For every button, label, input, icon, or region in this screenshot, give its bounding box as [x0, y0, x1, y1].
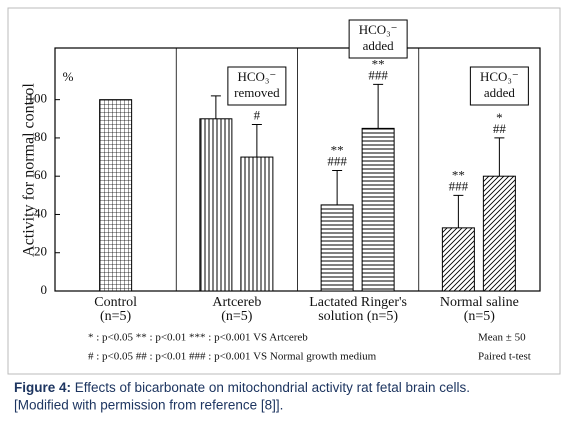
y-tick-label: 80 [34, 129, 47, 144]
annotation-text: HCO₃⁻ [359, 22, 398, 37]
x-tick-label: Control [94, 295, 137, 310]
error-bar [251, 124, 262, 158]
x-tick-label: Lactated Ringer's [309, 295, 407, 310]
error-bar [332, 169, 343, 205]
y-tick-label: 60 [34, 167, 47, 182]
error-bar [453, 194, 464, 228]
bar [99, 99, 133, 292]
significance-label: ### [327, 153, 347, 168]
significance-label: ** [331, 142, 344, 157]
annotation-text: added [363, 38, 395, 53]
footnote: Mean ± 50 [478, 332, 526, 344]
caption-text: Effects of bicarbonate on mitochondrial … [75, 380, 470, 395]
annotation-box [348, 19, 408, 59]
annotation-box [227, 66, 287, 106]
y-tick-label: 20 [34, 244, 47, 259]
bar [441, 227, 475, 292]
y-tick-label: 100 [28, 91, 48, 106]
significance-label: ** [452, 167, 465, 182]
y-axis-label: Activity for normal control [21, 83, 38, 257]
bar [320, 204, 354, 292]
footnote: Paired t-test [478, 351, 531, 363]
bar [482, 175, 516, 292]
x-tick-label: (n=5) [464, 309, 496, 324]
error-bar [373, 83, 384, 129]
y-tick-label: 40 [34, 205, 47, 220]
bar [199, 118, 233, 292]
x-tick-label: (n=5) [100, 309, 132, 324]
y-tick-label: 0 [41, 282, 48, 297]
x-tick-label: solution (n=5) [318, 309, 398, 324]
caption: Figure 4: Effects of bicarbonate on mito… [14, 380, 470, 395]
significance-label: * [496, 110, 503, 125]
significance-label: ### [449, 178, 469, 193]
significance-label: ** [372, 56, 385, 71]
annotation-text: HCO₃⁻ [480, 69, 519, 84]
significance-label: # [254, 108, 261, 123]
x-tick-label: (n=5) [221, 309, 253, 324]
annotation-text: added [484, 85, 516, 100]
caption-text: [Modified with permission from reference… [14, 398, 283, 413]
annotation-box [469, 66, 529, 106]
footnote: * : p<0.05 ** : p<0.01 *** : p<0.001 VS … [88, 332, 308, 344]
error-bar [494, 137, 505, 177]
x-tick-label: Artcereb [212, 295, 261, 310]
bar [361, 127, 395, 292]
bar [240, 156, 274, 292]
x-tick-label: Normal saline [440, 295, 519, 310]
caption-label: Figure 4: [14, 380, 71, 395]
significance-label: ## [493, 121, 507, 136]
annotation-text: removed [234, 85, 280, 100]
footnote: # : p<0.05 ## : p<0.01 ### : p<0.001 VS … [88, 351, 377, 363]
y-unit: % [63, 69, 74, 84]
annotation-text: HCO₃⁻ [237, 69, 276, 84]
error-bar [210, 95, 221, 119]
significance-label: ### [368, 67, 388, 82]
